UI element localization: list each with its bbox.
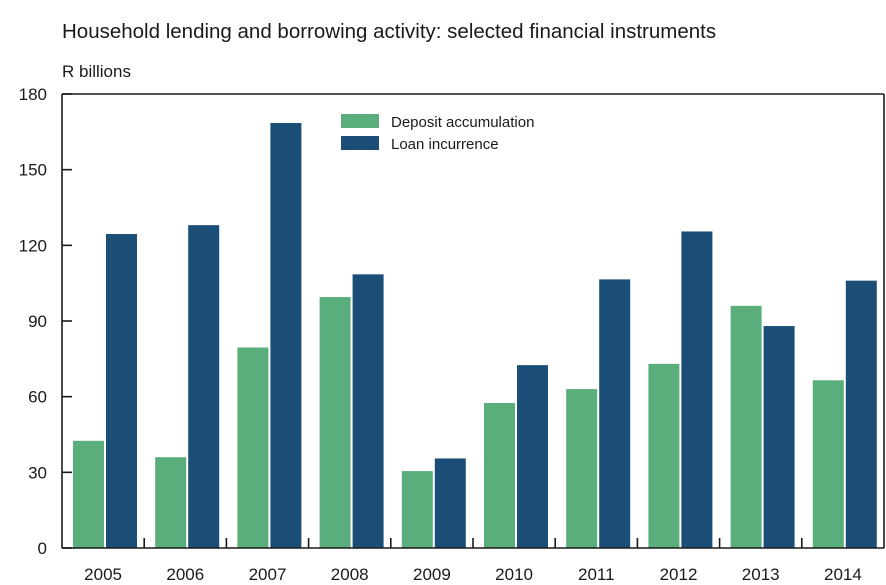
bar-loan-incurrence-2012 <box>681 231 713 548</box>
x-tick-label-2013: 2013 <box>742 565 780 584</box>
legend: Deposit accumulation Loan incurrence <box>341 114 534 153</box>
bar-loan-incurrence-2009 <box>434 458 466 548</box>
x-tick-label-2012: 2012 <box>660 565 698 584</box>
y-tick-label-180: 180 <box>19 85 47 104</box>
bar-deposit-accumulation-2006 <box>155 457 187 548</box>
y-axis-unit-label: R billions <box>62 62 131 81</box>
bars-layer <box>73 123 877 548</box>
bar-loan-incurrence-2013 <box>763 326 795 548</box>
bar-deposit-accumulation-2008 <box>319 297 351 548</box>
y-tick-label-30: 30 <box>28 463 47 482</box>
legend-swatch-loan-incurrence <box>341 136 379 150</box>
y-tick-label-0: 0 <box>38 539 47 558</box>
y-tick-label-120: 120 <box>19 236 47 255</box>
bar-deposit-accumulation-2014 <box>812 380 844 548</box>
legend-swatch-deposit-accumulation <box>341 114 379 128</box>
bar-deposit-accumulation-2012 <box>648 363 680 548</box>
axes-layer: 0 30 60 90 120 150 180 2005 2006 2007 2008 2009 2010… <box>19 85 885 584</box>
x-tick-label-2007: 2007 <box>249 565 287 584</box>
bar-loan-incurrence-2008 <box>352 274 384 548</box>
bar-deposit-accumulation-2005 <box>73 440 104 548</box>
chart-title: Household lending and borrowing activity… <box>62 20 717 43</box>
bar-deposit-accumulation-2009 <box>401 471 433 548</box>
bar-loan-incurrence-2010 <box>517 365 548 548</box>
x-tick-label-2010: 2010 <box>495 565 533 584</box>
bar-deposit-accumulation-2011 <box>566 389 598 548</box>
x-tick-label-2011: 2011 <box>578 565 615 584</box>
bar-loan-incurrence-2006 <box>188 225 220 548</box>
bar-deposit-accumulation-2013 <box>730 305 762 548</box>
y-tick-label-90: 90 <box>28 312 47 331</box>
legend-label-deposit-accumulation: Deposit accumulation <box>391 114 534 131</box>
x-tick-label-2009: 2009 <box>413 565 451 584</box>
bar-loan-incurrence-2005 <box>106 233 137 548</box>
bar-deposit-accumulation-2007 <box>237 347 269 548</box>
y-tick-label-60: 60 <box>28 388 47 407</box>
x-tick-label-2008: 2008 <box>331 565 369 584</box>
y-tick-label-150: 150 <box>19 161 47 180</box>
x-tick-label-2005: 2005 <box>84 565 122 584</box>
bar-loan-incurrence-2014 <box>845 280 877 548</box>
bar-loan-incurrence-2011 <box>599 279 631 548</box>
legend-label-loan-incurrence: Loan incurrence <box>391 136 499 153</box>
bar-loan-incurrence-2007 <box>270 123 302 548</box>
bar-deposit-accumulation-2010 <box>484 402 515 548</box>
x-tick-label-2006: 2006 <box>166 565 204 584</box>
x-tick-label-2014: 2014 <box>824 565 862 584</box>
